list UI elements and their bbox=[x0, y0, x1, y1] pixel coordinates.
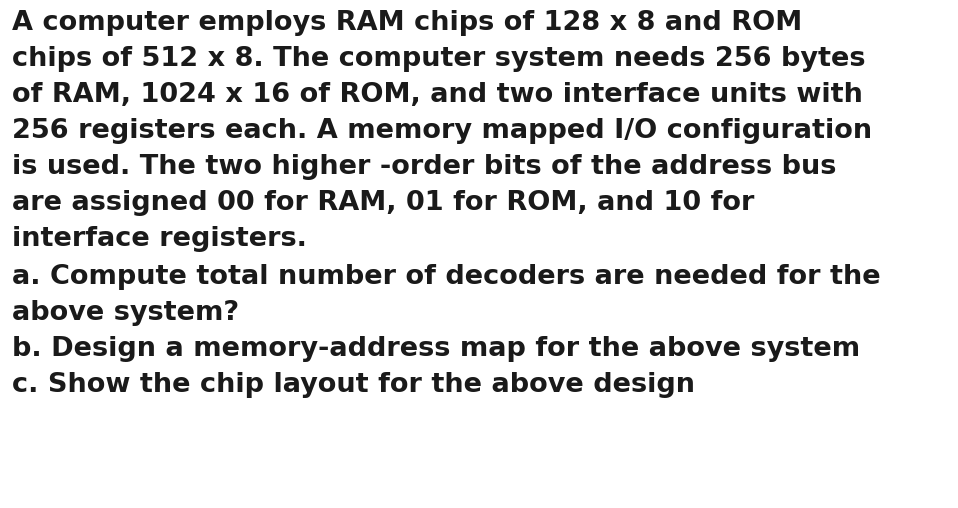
Text: A computer employs RAM chips of 128 x 8 and ROM: A computer employs RAM chips of 128 x 8 … bbox=[12, 10, 802, 36]
Text: is used. The two higher -order bits of the address bus: is used. The two higher -order bits of t… bbox=[12, 154, 836, 180]
Text: a. Compute total number of decoders are needed for the: a. Compute total number of decoders are … bbox=[12, 264, 880, 290]
Text: of RAM, 1024 x 16 of ROM, and two interface units with: of RAM, 1024 x 16 of ROM, and two interf… bbox=[12, 82, 863, 108]
Text: c. Show the chip layout for the above design: c. Show the chip layout for the above de… bbox=[12, 372, 695, 398]
Text: chips of 512 x 8. The computer system needs 256 bytes: chips of 512 x 8. The computer system ne… bbox=[12, 46, 865, 72]
Text: interface registers.: interface registers. bbox=[12, 226, 307, 252]
Text: are assigned 00 for RAM, 01 for ROM, and 10 for: are assigned 00 for RAM, 01 for ROM, and… bbox=[12, 190, 754, 216]
Text: b. Design a memory-address map for the above system: b. Design a memory-address map for the a… bbox=[12, 336, 860, 362]
Text: 256 registers each. A memory mapped I/O configuration: 256 registers each. A memory mapped I/O … bbox=[12, 118, 872, 144]
Text: above system?: above system? bbox=[12, 300, 240, 326]
